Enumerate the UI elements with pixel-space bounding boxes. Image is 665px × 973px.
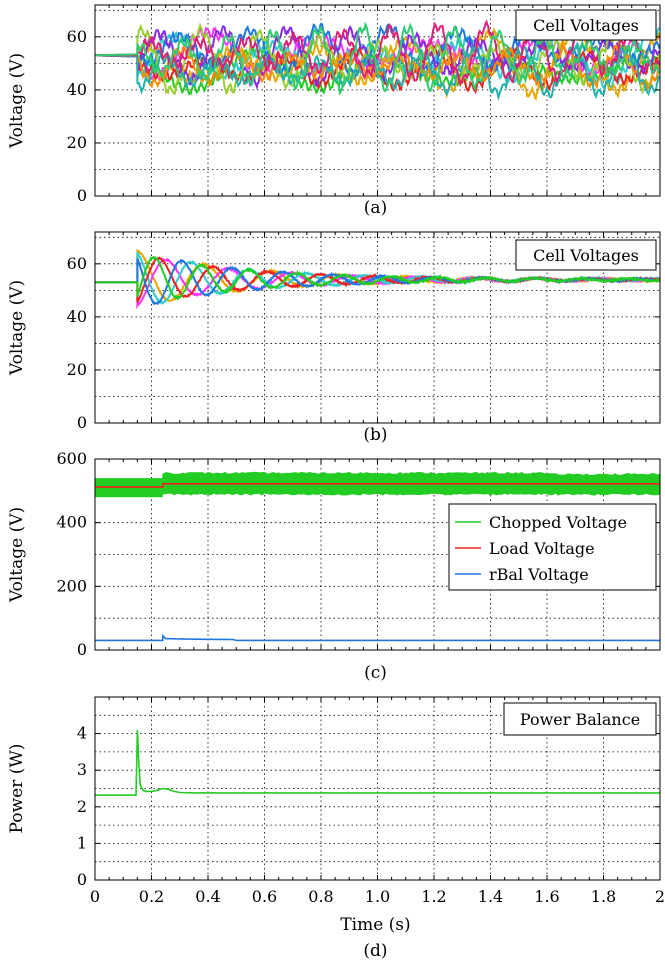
legend: Power Balance (503, 702, 657, 736)
load-voltage-trace (95, 483, 660, 488)
panel-caption: (a) (364, 198, 387, 218)
legend: Cell Voltages (515, 239, 657, 271)
y-tick-label: 1 (77, 833, 87, 852)
x-tick-label: 1.4 (478, 887, 503, 906)
y-tick-label: 0 (77, 640, 87, 659)
y-tick-label: 40 (67, 80, 87, 99)
x-tick-label: 1.8 (591, 887, 616, 906)
y-tick-label: 0 (77, 186, 87, 205)
x-tick-label: 1.6 (534, 887, 559, 906)
legend-box (515, 239, 657, 271)
y-axis-label: Voltage (V) (7, 53, 27, 149)
panel-caption: (d) (363, 941, 387, 961)
cell-voltage-trace (95, 22, 660, 96)
y-axis-label: Voltage (V) (7, 507, 27, 603)
rbal-voltage-trace (95, 633, 660, 642)
x-tick-label: 0.6 (252, 887, 277, 906)
y-tick-label: 4 (77, 724, 87, 743)
legend-entry: rBal Voltage (489, 565, 589, 584)
series-group (95, 729, 660, 796)
y-tick-label: 60 (67, 254, 87, 273)
legend-entry: Chopped Voltage (489, 513, 627, 532)
x-axis-label: Time (s) (340, 915, 410, 935)
x-tick-label: 0 (90, 887, 100, 906)
y-tick-label: 20 (67, 133, 87, 152)
x-tick-label: 1.0 (365, 887, 390, 906)
legend-label: Cell Voltages (533, 246, 639, 265)
cell-voltage-trace (95, 19, 660, 86)
y-tick-label: 20 (67, 360, 87, 379)
y-tick-label: 0 (77, 870, 87, 889)
cell-voltage-trace (95, 21, 660, 96)
y-tick-label: 400 (56, 513, 87, 532)
power-balance-trace (95, 729, 660, 796)
x-tick-label: 0.4 (195, 887, 220, 906)
chart-panel-d: 0 0.2 0.4 0.6 0.8 1.0 1.2 1.4 1.6 1.8 2 0 1 2 3 4 Power … (7, 696, 665, 961)
legend-entry: Load Voltage (489, 539, 595, 558)
y-tick-label: 600 (56, 449, 87, 468)
legend-label: Cell Voltages (533, 16, 639, 35)
y-tick-label: 60 (67, 27, 87, 46)
x-tick-label: 1.2 (421, 887, 446, 906)
grid-lines (95, 697, 660, 880)
cell-voltage-trace (95, 255, 660, 301)
y-axis-label: Power (W) (7, 744, 27, 834)
chart-panel-a: 0 20 40 60 Voltage (V) Cell Voltages (a) (7, 4, 661, 218)
y-axis-label: Voltage (V) (7, 280, 27, 376)
y-tick-label: 200 (56, 576, 87, 595)
chart-panel-c: 0 200 400 600 Voltage (V) Chopped Voltage Load… (7, 449, 661, 683)
legend: Chopped Voltage Load Voltage rBal Voltage (448, 503, 657, 591)
y-tick-label: 0 (77, 413, 87, 432)
y-tick-label: 40 (67, 307, 87, 326)
x-tick-label: 2 (655, 887, 665, 906)
legend-box (503, 702, 657, 736)
legend: Cell Voltages (515, 9, 657, 41)
x-tick-label: 0.2 (139, 887, 164, 906)
panel-caption: (b) (363, 425, 387, 445)
legend-box (448, 503, 657, 591)
series-group (95, 471, 660, 642)
chart-panel-b: 0 20 40 60 Voltage (V) Cell Voltages (b) (7, 231, 661, 445)
y-tick-label: 2 (77, 797, 87, 816)
y-tick-label: 3 (77, 760, 87, 779)
panel-caption: (c) (364, 663, 387, 683)
legend-label: Power Balance (520, 710, 640, 729)
x-tick-label: 0.8 (308, 887, 333, 906)
series-group (95, 249, 660, 310)
legend-box (515, 9, 657, 41)
